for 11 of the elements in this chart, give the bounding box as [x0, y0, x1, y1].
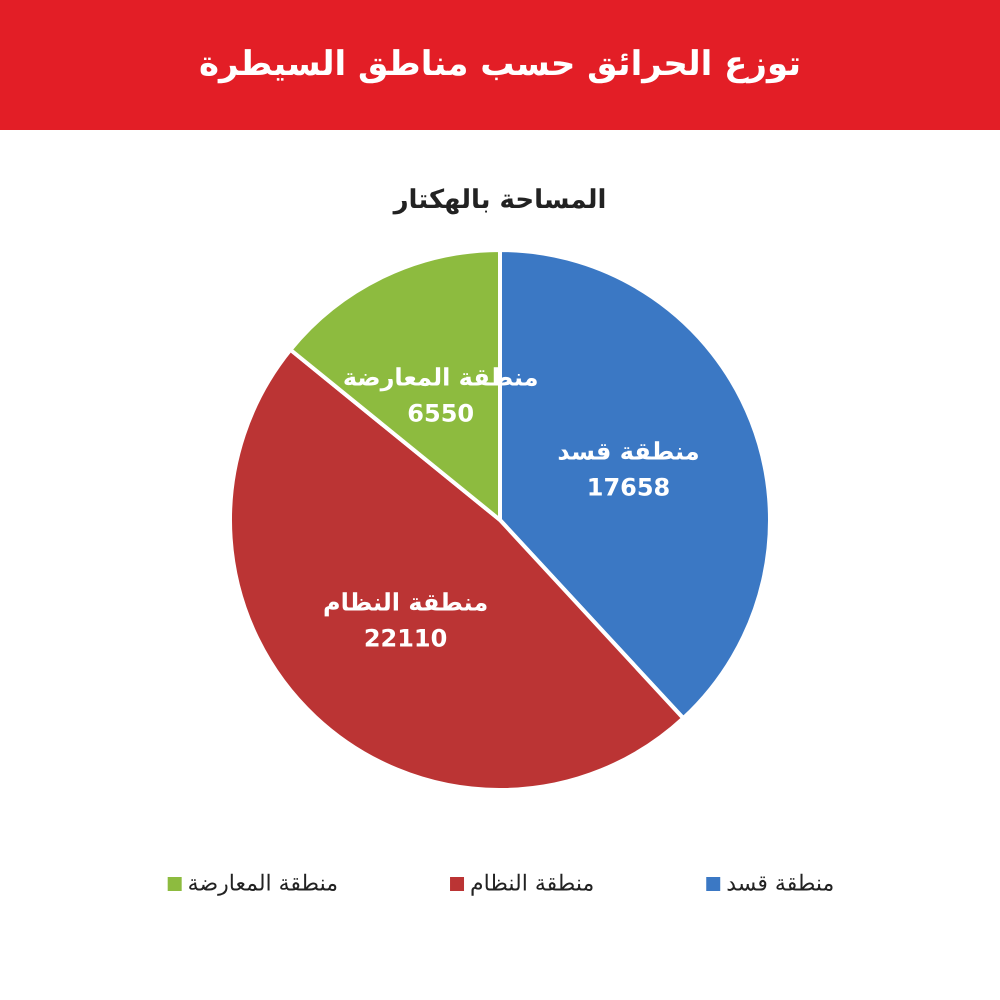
chart-subtitle: المساحة بالهكتار [392, 185, 606, 215]
legend-label: منطقة النظام [470, 872, 594, 896]
legend-label: منطقة المعارضة [188, 872, 338, 896]
data-label: 17658 [586, 474, 670, 502]
chart-title: توزع الحرائق حسب مناطق السيطرة [198, 43, 802, 86]
slice-label: منطقة النظام [322, 588, 488, 617]
data-label: 6550 [407, 399, 474, 428]
data-label: 22110 [364, 624, 448, 653]
legend-label: منطقة قسد [726, 872, 834, 896]
slice-label: منطقة المعارضة [342, 363, 539, 392]
slice-label: منطقة قسد [557, 438, 700, 466]
